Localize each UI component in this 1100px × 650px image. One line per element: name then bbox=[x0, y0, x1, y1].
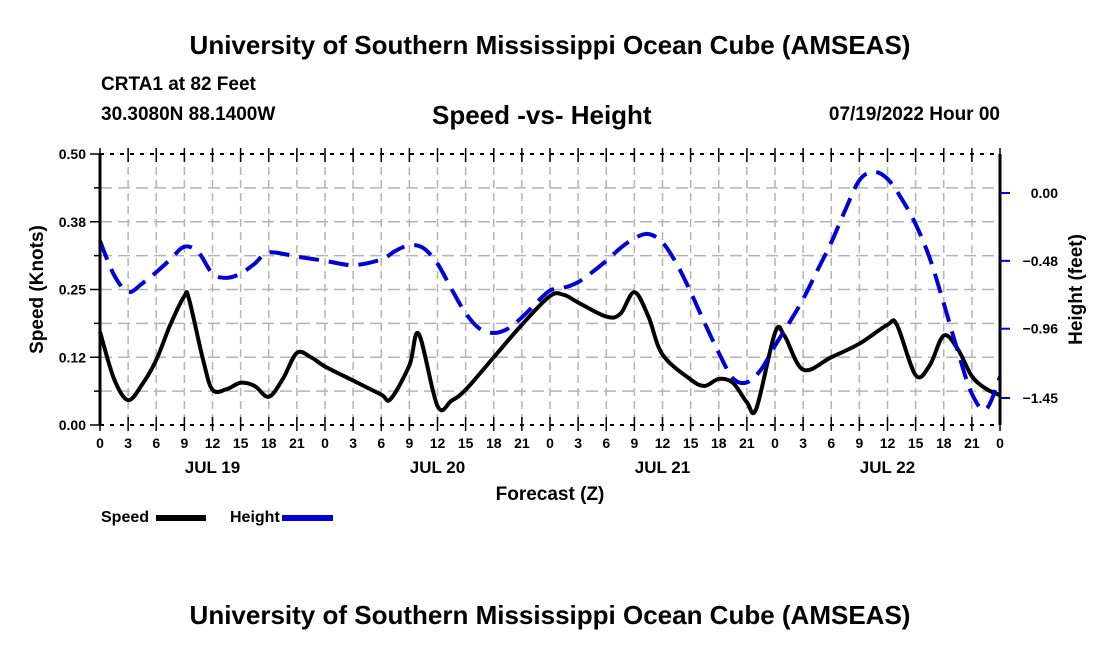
x-tick-label: 9 bbox=[180, 435, 188, 451]
y-tick-label: 0.00 bbox=[59, 417, 86, 433]
x-tick-label: 0 bbox=[546, 435, 554, 451]
x-tick-label: 3 bbox=[799, 435, 807, 451]
legend-speed-label: Speed bbox=[101, 509, 150, 526]
y-tick-label: 0.38 bbox=[59, 214, 86, 230]
y2-tick-label: −0.96 bbox=[1023, 321, 1059, 337]
x-tick-label: 15 bbox=[908, 435, 924, 451]
x-tick-label: 9 bbox=[630, 435, 638, 451]
x-tick-label: 9 bbox=[405, 435, 413, 451]
x-tick-label: 3 bbox=[349, 435, 357, 451]
x-tick-label: 6 bbox=[827, 435, 835, 451]
series-layer bbox=[98, 169, 1002, 416]
axes bbox=[90, 148, 1010, 431]
x-tick-label: 0 bbox=[771, 435, 779, 451]
x-tick-label: 6 bbox=[152, 435, 160, 451]
x-tick-label: 3 bbox=[124, 435, 132, 451]
x-tick-label: 18 bbox=[261, 435, 277, 451]
chart-title: University of Southern Mississippi Ocean… bbox=[189, 30, 911, 60]
coordinates-label: 30.3080N 88.1400W bbox=[101, 104, 276, 125]
legend-speed-swatch bbox=[156, 514, 207, 521]
x-tick-label: 12 bbox=[880, 435, 896, 451]
y-axis-label: Speed (Knots) bbox=[27, 225, 48, 354]
day-label: JUL 20 bbox=[410, 458, 465, 477]
line-height bbox=[98, 169, 1002, 412]
x-tick-label: 15 bbox=[458, 435, 474, 451]
day-label: JUL 21 bbox=[635, 458, 690, 477]
x-tick-label: 0 bbox=[96, 435, 104, 451]
grid bbox=[100, 154, 1000, 425]
line-speed bbox=[98, 290, 1001, 416]
x-tick-label: 18 bbox=[486, 435, 502, 451]
x-tick-label: 18 bbox=[936, 435, 952, 451]
y-tick-label: 0.25 bbox=[59, 282, 86, 298]
x-tick-label: 21 bbox=[289, 435, 305, 451]
axis-labels: 0 3 6 9 12 15 18 21 0 3 6 9 12 15 18 21 0 3 6 9 12 15 18 21 0 3 6 9… bbox=[27, 146, 1087, 505]
x-tick-label: 21 bbox=[964, 435, 980, 451]
chart-subtitle: Speed -vs- Height bbox=[432, 100, 652, 130]
y2-axis-label: Height (feet) bbox=[1066, 234, 1087, 345]
series-speed bbox=[98, 290, 1001, 416]
day-label: JUL 22 bbox=[860, 458, 915, 477]
legend-height: Height bbox=[230, 509, 334, 527]
station-label: CRTA1 at 82 Feet bbox=[101, 74, 256, 95]
legend-speed: Speed bbox=[101, 509, 207, 527]
x-tick-label: 6 bbox=[377, 435, 385, 451]
x-axis-label: Forecast (Z) bbox=[496, 484, 605, 505]
x-tick-label: 15 bbox=[233, 435, 249, 451]
legend-height-swatch bbox=[282, 514, 334, 521]
series-height bbox=[98, 169, 1002, 412]
y-tick-label: 0.50 bbox=[59, 146, 86, 162]
y2-tick-label: −0.48 bbox=[1023, 253, 1059, 269]
y-tick-label: 0.12 bbox=[59, 349, 86, 365]
x-tick-label: 6 bbox=[602, 435, 610, 451]
x-tick-label: 12 bbox=[205, 435, 221, 451]
x-tick-label: 12 bbox=[655, 435, 671, 451]
forecast-date: 07/19/2022 Hour 00 bbox=[828, 104, 1000, 125]
y2-tick-label: 0.00 bbox=[1031, 185, 1058, 201]
x-tick-label: 18 bbox=[711, 435, 727, 451]
footer-title: University of Southern Mississippi Ocean… bbox=[189, 600, 911, 630]
legend-height-label: Height bbox=[230, 509, 280, 526]
y2-tick-label: −1.45 bbox=[1023, 390, 1059, 406]
day-label: JUL 19 bbox=[185, 458, 240, 477]
x-tick-label: 12 bbox=[430, 435, 446, 451]
x-tick-label: 0 bbox=[996, 435, 1004, 451]
x-tick-label: 9 bbox=[855, 435, 863, 451]
x-tick-label: 21 bbox=[739, 435, 755, 451]
x-tick-label: 21 bbox=[514, 435, 530, 451]
x-tick-label: 3 bbox=[574, 435, 582, 451]
x-tick-label: 15 bbox=[683, 435, 699, 451]
x-tick-label: 0 bbox=[321, 435, 329, 451]
